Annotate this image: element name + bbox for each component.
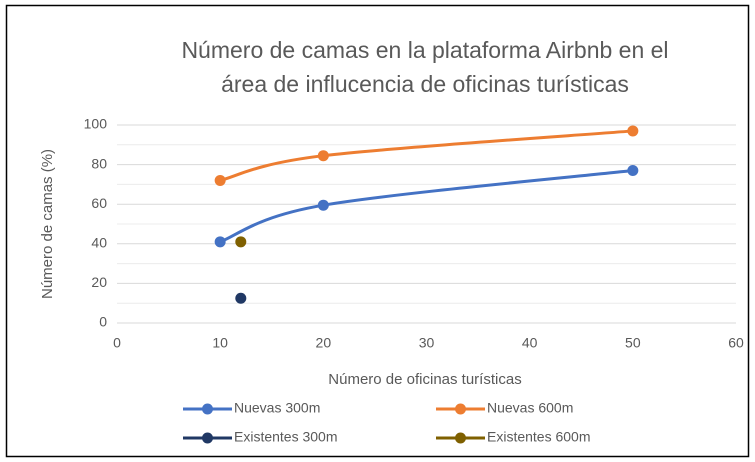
chart-title: Número de camas en la plataforma Airbnb … <box>181 37 668 63</box>
y-tick-label: 80 <box>91 155 107 171</box>
x-tick-label: 20 <box>316 335 332 351</box>
x-axis-label: Número de oficinas turísticas <box>328 371 521 388</box>
data-point <box>214 174 226 186</box>
legend-label: Nuevas 600m <box>487 400 573 416</box>
data-point <box>627 165 639 177</box>
x-tick-label: 50 <box>625 335 641 351</box>
data-point <box>317 150 329 162</box>
chart-frame <box>5 4 750 458</box>
legend-marker <box>202 432 213 444</box>
x-tick-label: 10 <box>212 335 228 351</box>
y-tick-label: 0 <box>99 314 107 330</box>
y-tick-label: 100 <box>84 116 108 132</box>
legend-marker <box>455 403 466 415</box>
data-point <box>214 236 226 248</box>
data-point <box>627 125 639 137</box>
data-point <box>317 199 329 211</box>
legend-label: Existentes 600m <box>487 429 591 445</box>
legend-marker <box>202 403 213 415</box>
data-point <box>235 236 247 248</box>
y-tick-label: 20 <box>91 274 107 290</box>
y-tick-label: 40 <box>91 235 107 251</box>
x-tick-label: 30 <box>419 335 435 351</box>
chart-title: área de influcencia de oficinas turístic… <box>221 71 629 97</box>
data-point <box>235 292 247 304</box>
series-line <box>219 169 633 244</box>
legend-label: Nuevas 300m <box>234 400 320 416</box>
x-tick-label: 40 <box>522 335 538 351</box>
y-tick-label: 60 <box>91 195 107 211</box>
y-axis-label: Número de camas (%) <box>39 149 56 299</box>
x-tick-label: 60 <box>728 335 744 351</box>
x-tick-label: 0 <box>113 335 121 351</box>
legend-label: Existentes 300m <box>234 429 338 445</box>
legend-marker <box>455 432 466 444</box>
series-line <box>219 129 633 182</box>
